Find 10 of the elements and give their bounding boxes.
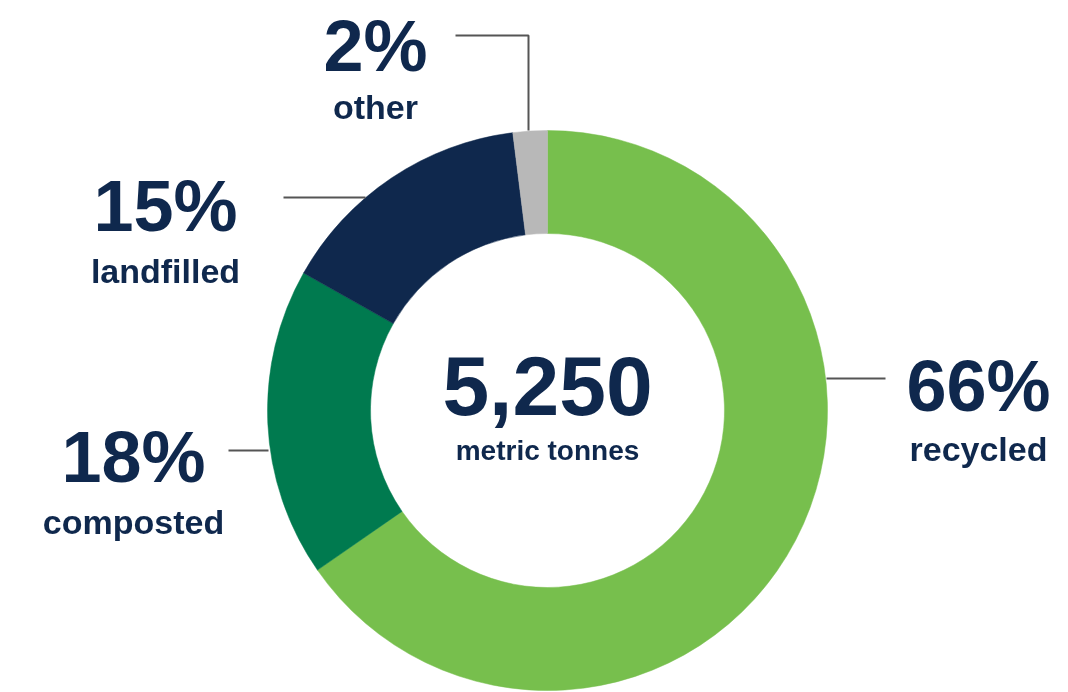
data-label: 66% — [906, 345, 1051, 426]
data-label: 15% — [93, 165, 238, 246]
slice-label: landfilled — [90, 251, 241, 290]
data-label: 2% — [323, 5, 428, 86]
slice-label: recycled — [909, 429, 1048, 468]
text: 5,250 — [442, 338, 653, 433]
slice-label: composted — [42, 502, 225, 541]
slice-label: other — [333, 87, 418, 126]
data-label: 18% — [61, 416, 206, 497]
text: metric tonnes — [455, 435, 640, 466]
